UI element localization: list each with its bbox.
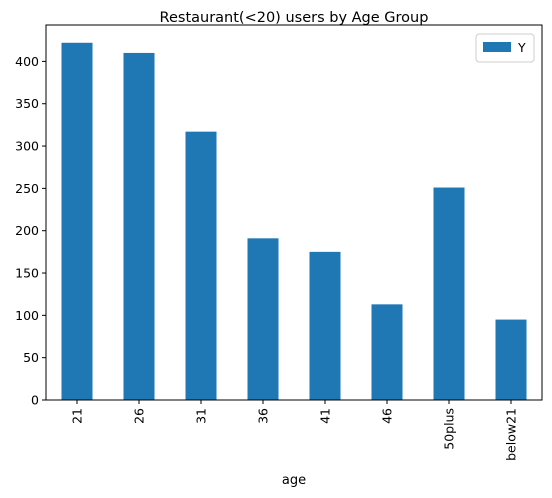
y-tick-label: 200 — [15, 223, 39, 238]
plot-frame — [45, 24, 543, 401]
bar-36 — [247, 238, 279, 400]
y-tick-label: 50 — [23, 350, 39, 365]
x-tick-label: 36 — [256, 408, 271, 424]
y-tick-label: 0 — [31, 393, 39, 408]
bar-41 — [309, 251, 341, 400]
legend-swatch — [483, 42, 511, 52]
bar-21 — [61, 42, 93, 401]
x-tick-label: below21 — [504, 408, 519, 461]
bar-50plus — [433, 187, 465, 400]
x-tick-label: 31 — [194, 408, 209, 424]
bar-31 — [185, 131, 217, 400]
bar-below21 — [495, 319, 527, 400]
y-tick-label: 100 — [15, 308, 39, 323]
y-tick-label: 150 — [15, 266, 39, 281]
x-tick-label: 21 — [70, 408, 85, 424]
y-tick-label: 400 — [15, 54, 39, 69]
x-tick-label: 26 — [132, 408, 147, 424]
chart-title: Restaurant(<20) users by Age Group — [160, 10, 429, 26]
y-tick-label: 300 — [15, 139, 39, 154]
x-tick-label: 41 — [318, 408, 333, 424]
bar-26 — [123, 52, 155, 400]
bars-group — [61, 42, 527, 401]
y-tick-label: 350 — [15, 96, 39, 111]
x-tick-label: 50plus — [442, 408, 457, 450]
y-axis: 0 50 100 150 200 250 300 350 400 — [15, 54, 46, 408]
x-tick-label: 46 — [380, 408, 395, 424]
x-axis-label: age — [282, 473, 306, 488]
y-tick-label: 250 — [15, 181, 39, 196]
legend: Y — [475, 33, 535, 63]
legend-label: Y — [517, 40, 526, 55]
bar-46 — [371, 304, 403, 400]
x-axis: 21 26 31 36 41 46 50plus below21 — [70, 400, 519, 461]
